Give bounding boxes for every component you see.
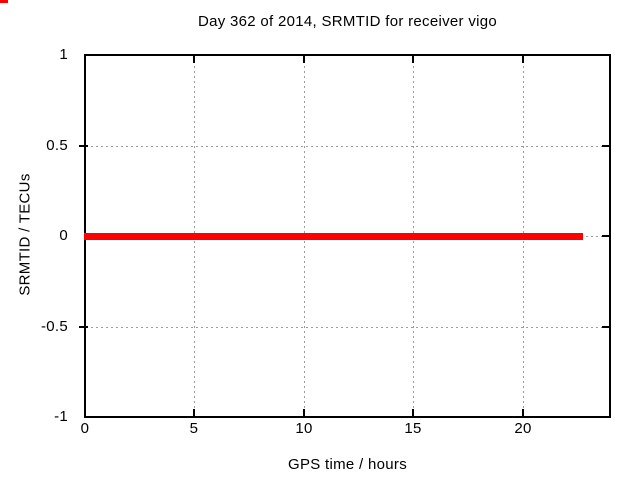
x-tick-label: 10 [295, 420, 313, 437]
x-tick-top [303, 56, 305, 63]
x-tick-label: 0 [80, 420, 90, 437]
y-tick-label: 1 [59, 46, 68, 63]
y-tick-label: 0.5 [46, 137, 68, 154]
x-tick-label: 20 [514, 420, 532, 437]
y-tick-label: -0.5 [40, 318, 68, 335]
y-tick-left [79, 326, 88, 328]
chart-title: Day 362 of 2014, SRMTID for receiver vig… [197, 13, 498, 30]
y-tick-label: 0 [59, 227, 68, 244]
y-axis-label: SRMTID / TECUs [16, 173, 34, 296]
x-tick-top [193, 56, 195, 63]
x-tick-bottom [412, 409, 414, 416]
y-tick-right [602, 326, 609, 328]
x-tick-top [522, 56, 524, 63]
x-tick-label: 5 [189, 420, 199, 437]
x-tick-bottom [522, 409, 524, 416]
series-srmtid-line [84, 233, 583, 240]
x-tick-label: 15 [404, 420, 422, 437]
x-tick-top [412, 56, 414, 63]
tick-layer [0, 0, 609, 416]
y-tick-label: -1 [54, 408, 68, 425]
y-tick-right [602, 145, 609, 147]
y-tick-left [79, 145, 88, 147]
x-tick-bottom [193, 409, 195, 416]
y-gridline [86, 327, 609, 328]
y-gridline [86, 146, 609, 147]
y-tick-right [602, 235, 609, 237]
x-axis-label: GPS time / hours [287, 456, 407, 473]
y-zero-tick-left [0, 0, 8, 3]
x-tick-bottom [303, 409, 305, 416]
